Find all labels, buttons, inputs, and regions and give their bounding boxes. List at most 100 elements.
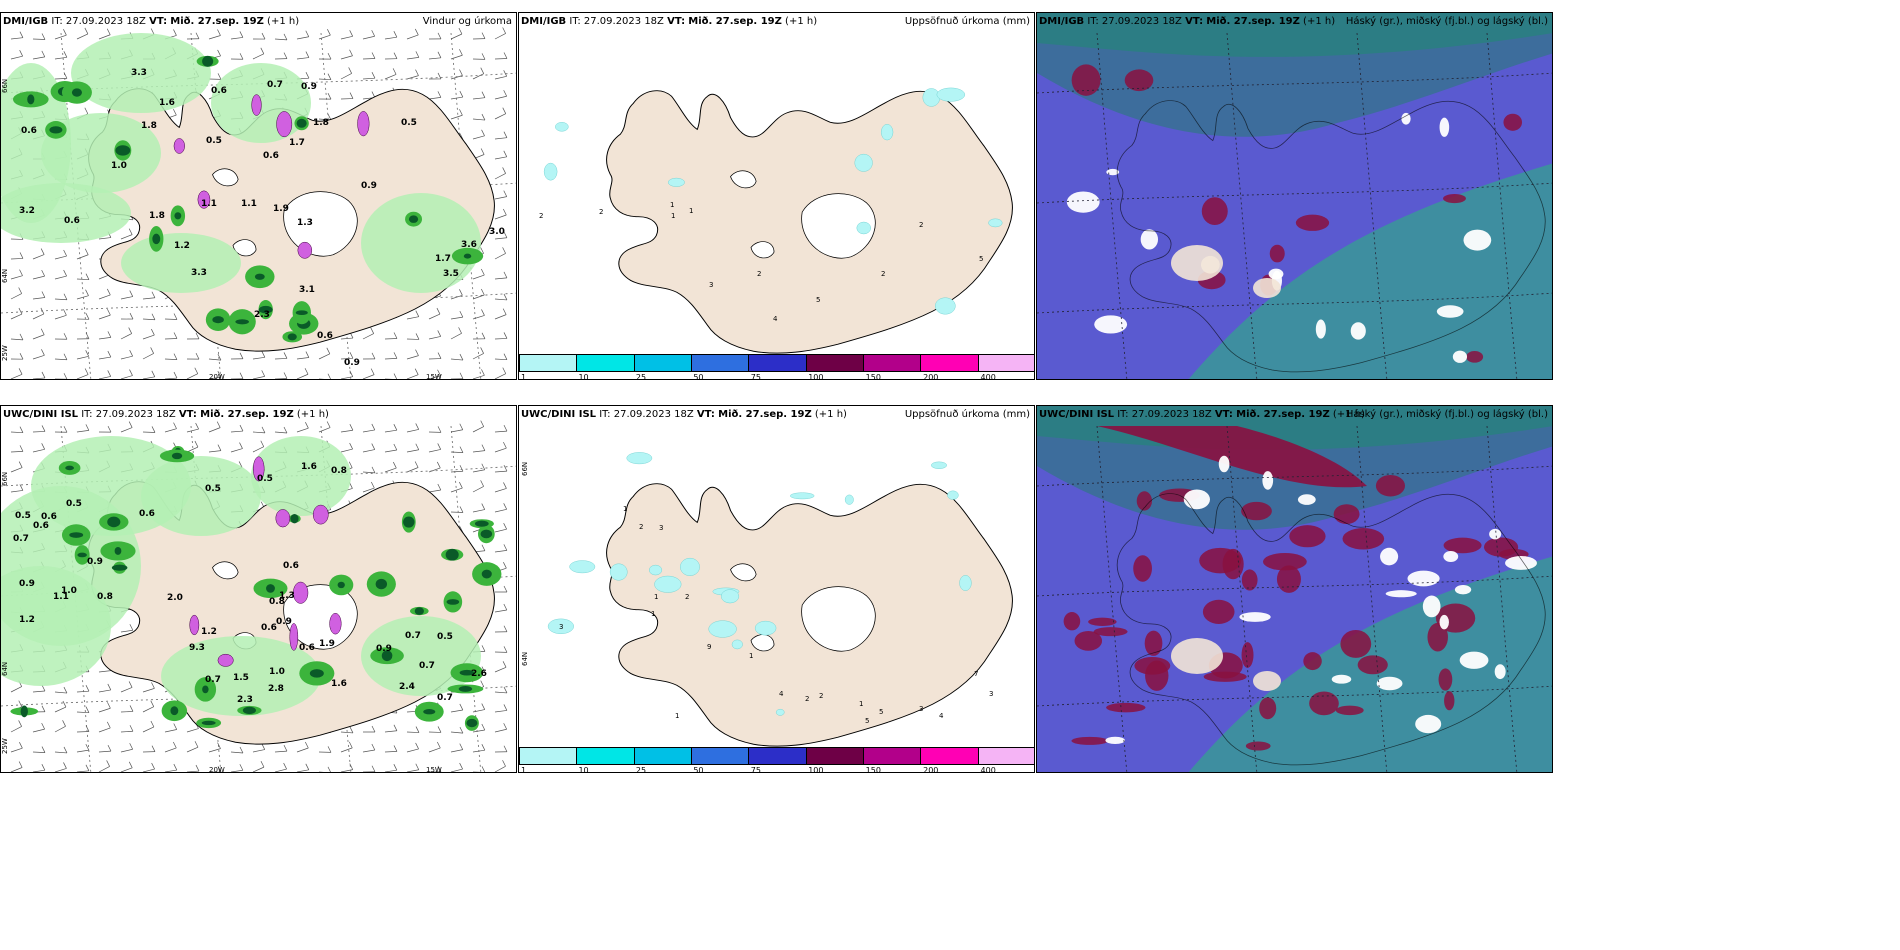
precip-value-label: 0.9 (301, 82, 317, 92)
lat-label: 64N (521, 652, 529, 666)
lat-label: 66N (521, 462, 529, 476)
glacier (730, 170, 876, 259)
precip-value-label: 0.6 (64, 216, 80, 226)
colorbar-swatch (978, 355, 1034, 371)
glacier (212, 168, 358, 257)
precip-value-label: 3.1 (299, 285, 315, 295)
glacier (730, 563, 876, 652)
graticule (1037, 425, 1552, 772)
precip-value-label: 3.3 (131, 68, 147, 78)
precip-value-label: 1.2 (174, 241, 190, 251)
iceland-outline (1116, 493, 1546, 766)
accum-value-label: 5 (865, 717, 869, 725)
precip-value-label: 0.6 (33, 521, 49, 531)
panel-accum-precip-dmi: DMI/IGB IT: 27.09.2023 18Z VT: Mið. 27.s… (518, 12, 1035, 380)
precip-value-label: 3.0 (489, 227, 505, 237)
precip-value-label: 1.7 (289, 138, 305, 148)
precip-value-label: 0.6 (263, 151, 279, 161)
panel-wind-precip-dmi: DMI/IGB IT: 27.09.2023 18Z VT: Mið. 27.s… (0, 12, 517, 380)
precip-value-label: 0.7 (13, 534, 29, 544)
land-visible (1171, 638, 1223, 674)
accum-value-label: 4 (773, 315, 778, 323)
wind-precip-map[interactable]: 20W 15W 66N 64N 25W 3.3 1.6 1.8 0.6 0.7 0.9 1.8 0.5 0… (1, 13, 517, 380)
colorbar-tick-label: 100 (808, 766, 824, 773)
precip-value-label: 0.5 (205, 484, 221, 494)
precip-value-label: 1.2 (19, 615, 35, 625)
precip-value-label: 9.3 (189, 643, 205, 653)
precip-value-label: 1.0 (61, 586, 77, 596)
lon-label: 20W (209, 373, 225, 380)
graticule (1037, 32, 1552, 379)
accum-value-label: 2 (639, 523, 643, 531)
accum-field (543, 87, 1003, 315)
cloud-cover-map[interactable] (1037, 13, 1553, 380)
precip-value-label: 1.9 (319, 639, 335, 649)
precip-value-label: 1.6 (331, 679, 347, 689)
lon-label: 20W (209, 766, 225, 773)
accum-value-label: 2 (757, 270, 761, 278)
colorbar (519, 747, 1034, 765)
colorbar-tick-label: 400 (980, 766, 996, 773)
precip-value-label: 0.5 (15, 511, 31, 521)
colorbar-swatch (863, 355, 922, 371)
precip-value-label: 0.6 (139, 509, 155, 519)
lat-label: 64N (1, 269, 9, 283)
precip-value-label: 1.9 (273, 204, 289, 214)
precip-value-label: 0.9 (87, 557, 103, 567)
panel-accum-precip-uwc: UWC/DINI ISL IT: 27.09.2023 18Z VT: Mið.… (518, 405, 1035, 773)
accum-value-label: 1 (671, 212, 675, 220)
panel-wind-precip-uwc: UWC/DINI ISL IT: 27.09.2023 18Z VT: Mið.… (0, 405, 517, 773)
precip-value-label: 3.5 (443, 269, 459, 279)
colorbar-tick-label: 1 (521, 766, 527, 773)
colorbar-tick-label: 10 (578, 766, 589, 773)
accum-value-label: 4 (939, 712, 944, 720)
precip-value-label: 1.5 (233, 673, 249, 683)
precip-value-label: 0.5 (66, 499, 82, 509)
accum-value-label: 1 (689, 207, 693, 215)
panel-title: UWC/DINI ISL IT: 27.09.2023 18Z VT: Mið.… (1039, 409, 1365, 420)
accum-value-label: 3 (919, 705, 923, 713)
accum-value-label: 9 (707, 643, 711, 651)
colorbar-tick-label: 50 (693, 766, 704, 773)
precip-value-label: 0.9 (376, 644, 392, 654)
colorbar-swatch (691, 748, 750, 764)
precip-value-label: 0.7 (419, 661, 435, 671)
cloud-layers (1037, 13, 1552, 379)
colorbar-tick-label: 75 (750, 766, 761, 773)
cloud-layers (1037, 406, 1552, 772)
precip-value-label: 1.0 (269, 667, 285, 677)
lat-label: 66N (1, 79, 9, 93)
accum-value-label: 1 (675, 712, 679, 720)
accum-value-label: 2 (819, 692, 823, 700)
colorbar-swatch (691, 355, 750, 371)
wind-precip-map[interactable]: 20W 15W66N64N25W0.50.90.70.60.91.21.00.80… (1, 406, 517, 773)
precip-value-label: 1.8 (149, 211, 165, 221)
panel-product-label: Vindur og úrkoma (422, 16, 512, 27)
accum-value-label: 5 (816, 296, 820, 304)
accum-value-label: 7 (974, 670, 978, 678)
precip-value-label: 0.6 (261, 623, 277, 633)
precip-value-label: 0.9 (344, 358, 360, 368)
accum-value-label: 5 (979, 255, 983, 263)
cloud-cover-map[interactable] (1037, 406, 1553, 773)
precip-value-label: 0.5 (206, 136, 222, 146)
precip-value-label: 1.1 (53, 592, 69, 602)
precip-value-label: 1.3 (279, 591, 295, 601)
precip-value-label: 0.6 (283, 561, 299, 571)
accum-value-label: 1 (670, 201, 674, 209)
colorbar-tick-label: 1 (521, 373, 527, 380)
lat-label: 64N (1, 662, 9, 676)
accum-value-label: 1 (651, 610, 655, 618)
lon-label: 15W (426, 373, 442, 380)
colorbar-swatch (978, 748, 1034, 764)
colorbar-swatch (806, 355, 864, 371)
accum-field (547, 452, 972, 716)
land-visible (1253, 671, 1281, 691)
land-visible (1171, 245, 1223, 281)
precip-value-label: 0.7 (205, 675, 221, 685)
panel-clouds-uwc: UWC/DINI ISL IT: 27.09.2023 18Z VT: Mið.… (1036, 405, 1553, 773)
accum-value-label: 2 (805, 695, 809, 703)
colorbar-ticks: 1 10 25 50 75 100 150 200 400 (519, 766, 1034, 773)
